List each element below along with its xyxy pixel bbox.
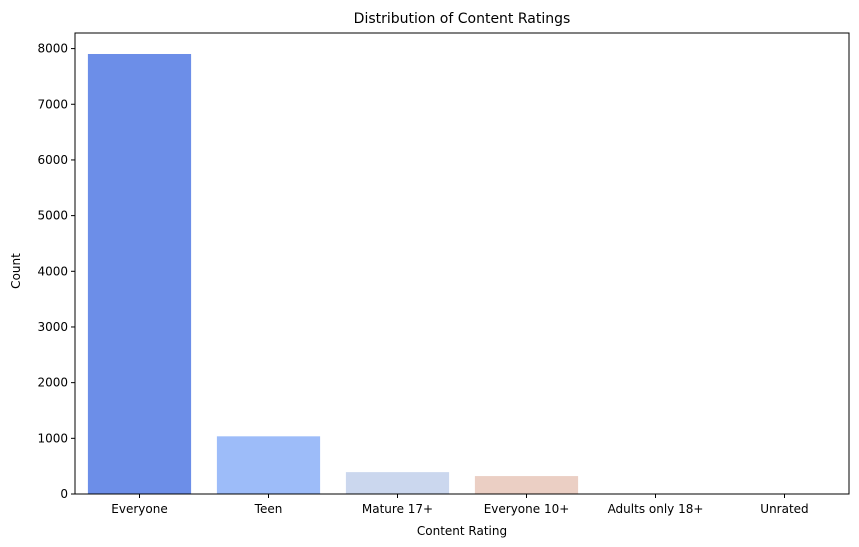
y-tick-label: 7000 bbox=[37, 97, 68, 111]
bars-layer bbox=[87, 53, 837, 495]
y-tick-label: 4000 bbox=[37, 264, 68, 278]
chart-title: Distribution of Content Ratings bbox=[354, 11, 571, 27]
x-tick-label: Teen bbox=[254, 502, 283, 516]
bar-teen bbox=[216, 436, 321, 494]
y-tick-label: 3000 bbox=[37, 320, 68, 334]
x-tick-label: Everyone bbox=[111, 502, 167, 516]
y-tick-label: 6000 bbox=[37, 153, 68, 167]
x-tick-label: Adults only 18+ bbox=[608, 502, 704, 516]
bar-everyone-10- bbox=[474, 476, 579, 494]
axes-layer: 0 1000 2000 3000 4000 5000 6000 7000 8000 Everyon… bbox=[37, 32, 850, 516]
y-tick-label: 5000 bbox=[37, 209, 68, 223]
y-axis-label: Count bbox=[9, 253, 23, 289]
plot-frame bbox=[74, 32, 850, 495]
y-tick-label: 0 bbox=[60, 487, 68, 501]
y-tick-label: 2000 bbox=[37, 376, 68, 390]
x-tick-label: Unrated bbox=[760, 502, 808, 516]
x-axis-label: Content Rating bbox=[417, 524, 507, 538]
y-tick-label: 8000 bbox=[37, 42, 68, 56]
x-tick-label: Mature 17+ bbox=[362, 502, 433, 516]
y-tick-label: 1000 bbox=[37, 431, 68, 445]
x-tick-label: Everyone 10+ bbox=[484, 502, 570, 516]
bar-mature-17- bbox=[345, 472, 450, 494]
bar-everyone bbox=[87, 53, 192, 495]
